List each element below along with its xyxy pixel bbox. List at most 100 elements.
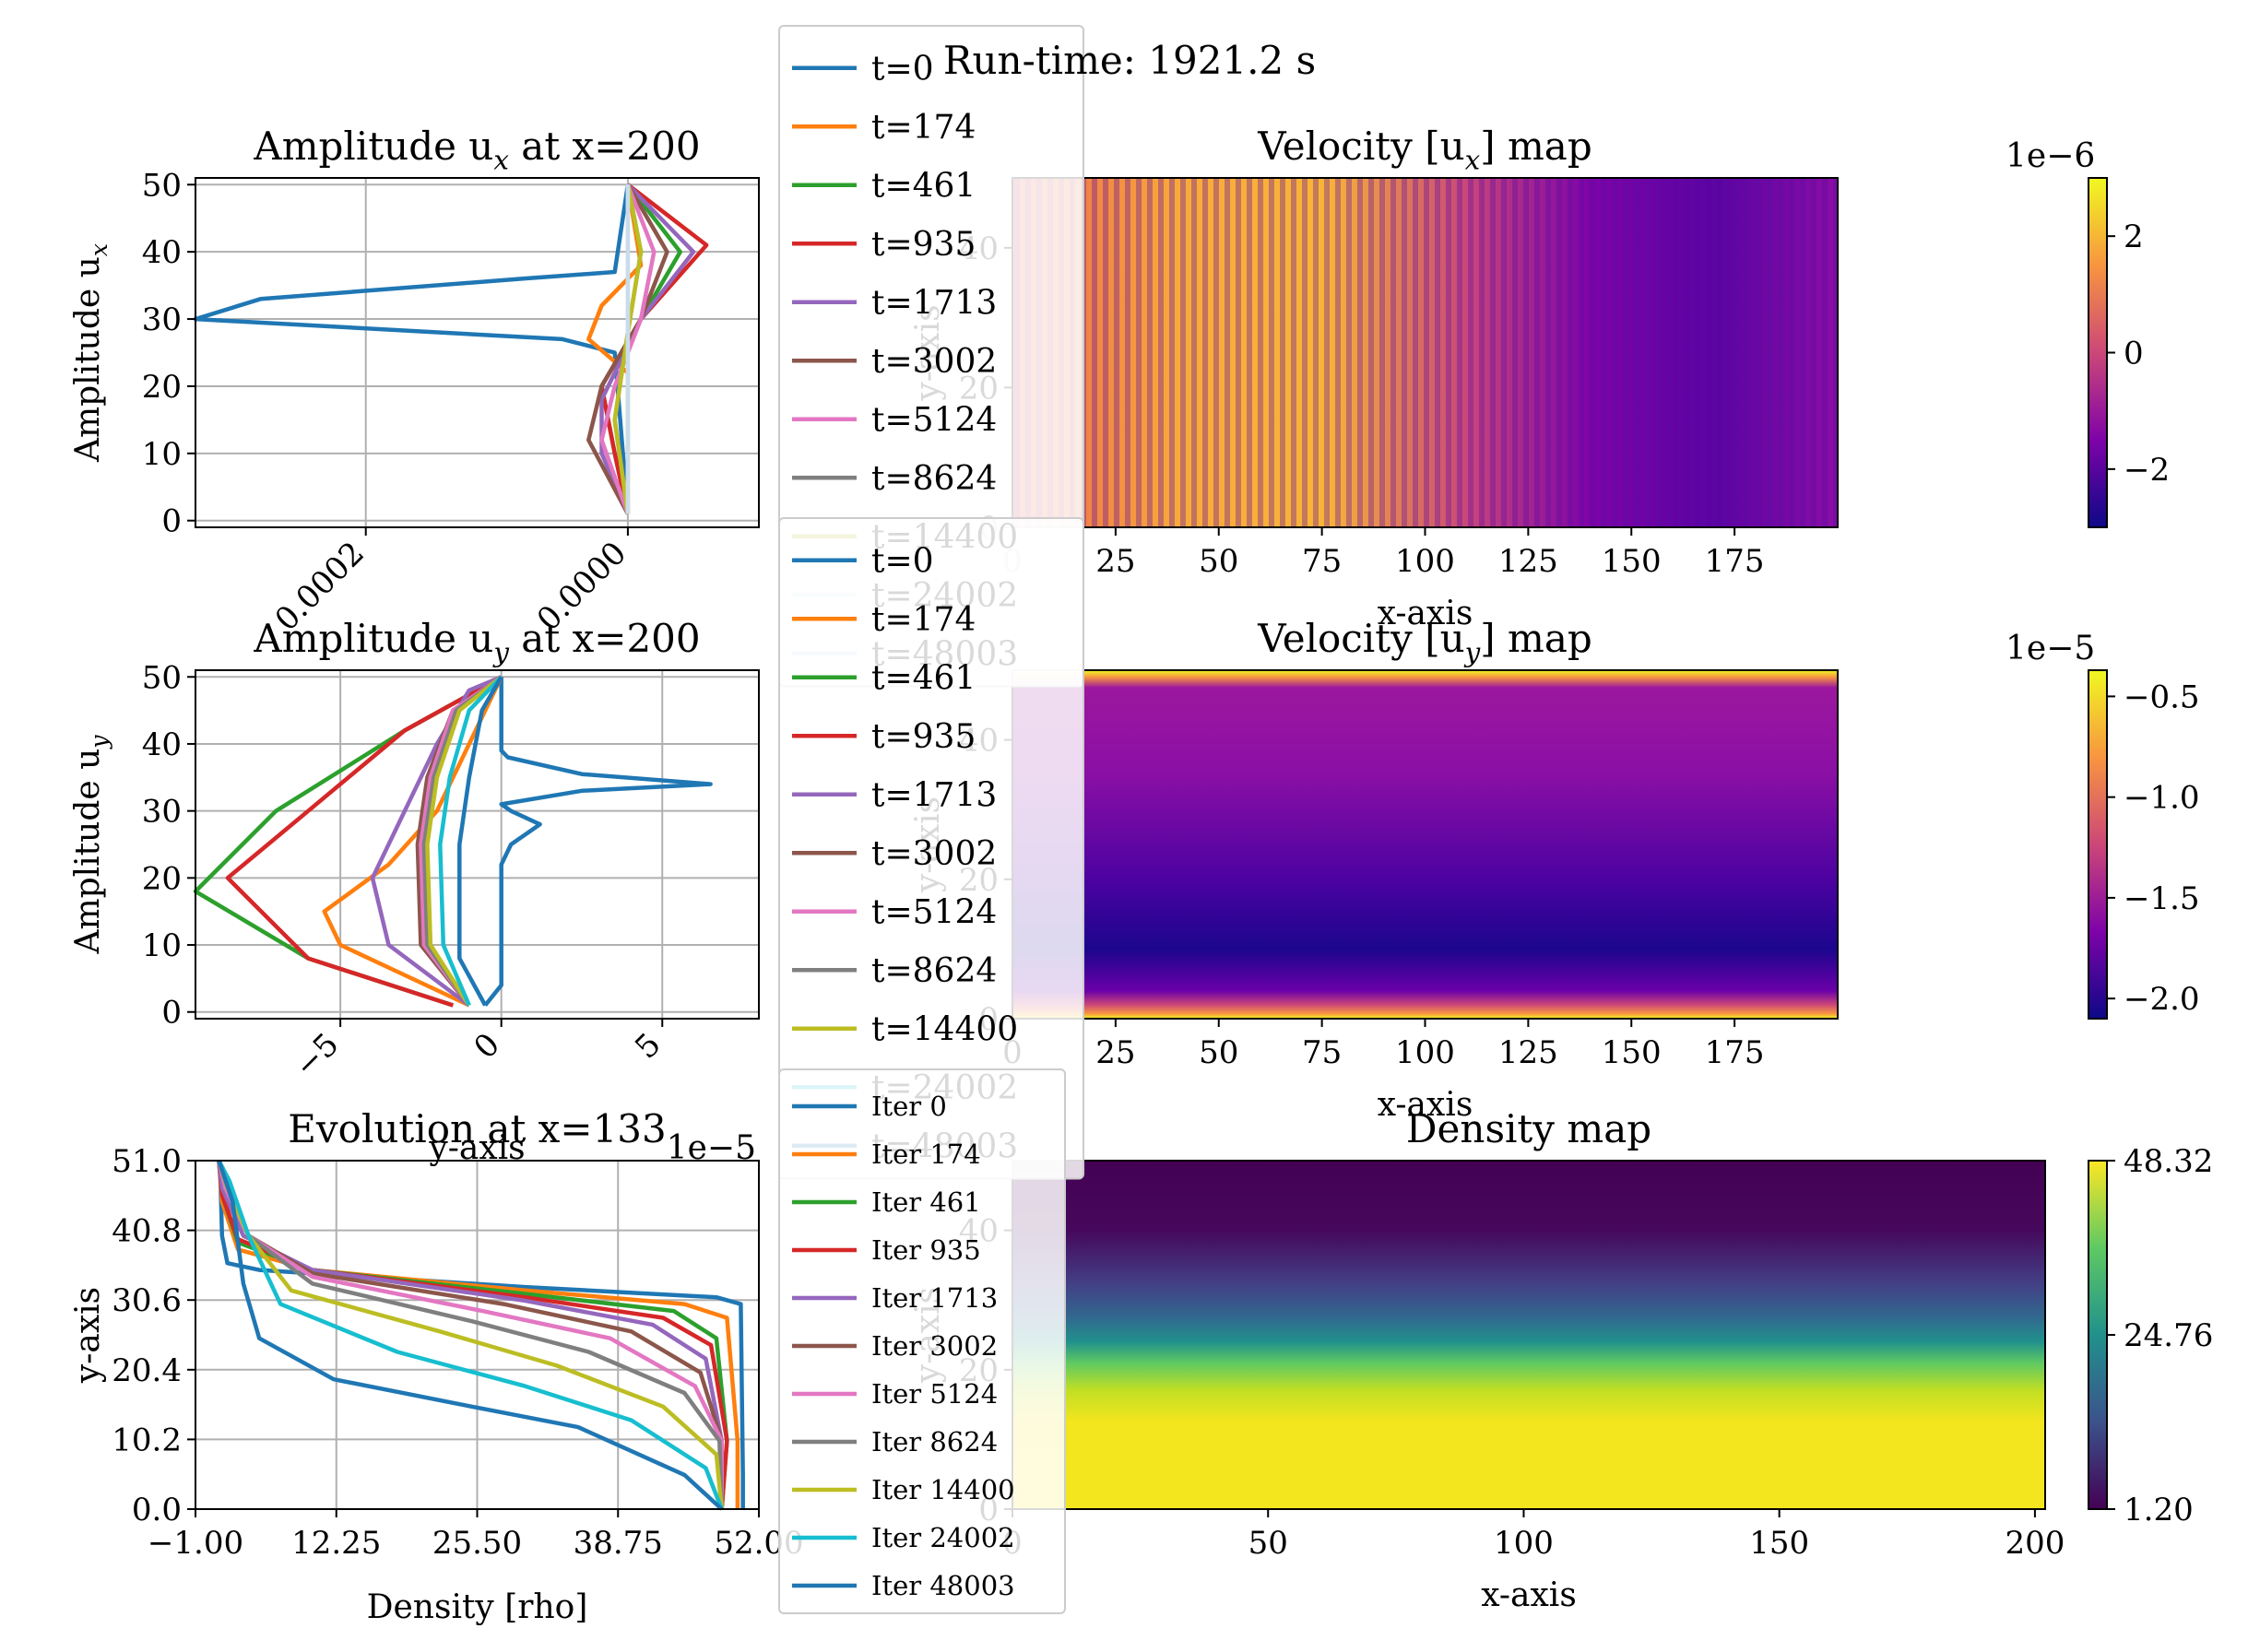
y-axis-label: Amplitude ux <box>69 243 112 463</box>
legend-label: t=3002 <box>871 835 997 873</box>
x-tick-label: 150 <box>1602 1034 1662 1071</box>
y-tick-label: 40 <box>142 234 182 271</box>
x-tick-label: 125 <box>1498 1034 1558 1071</box>
series-line <box>193 183 631 514</box>
chart-uy_profile: 0 10 20 30 40 50 −5 0 5 Amplitude uy at x=200 Ampl… <box>69 616 760 1167</box>
y-tick-label: 0.0 <box>132 1492 182 1528</box>
legend-label: t=174 <box>871 601 976 639</box>
legend-label: Iter 24002 <box>871 1522 1015 1553</box>
chart-title: Amplitude ux at x=200 <box>253 124 700 176</box>
series-line <box>457 676 503 1007</box>
x-tick-label: 50 <box>1248 1525 1288 1562</box>
series-line <box>218 1160 745 1509</box>
chart-uy_map: 025507510012515017502040Velocity [uy] ma… <box>909 616 2200 1124</box>
x-tick-label: 75 <box>1302 543 1342 580</box>
y-axis-label: Amplitude uy <box>69 735 112 955</box>
y-tick-label: 20 <box>142 369 182 406</box>
series-line <box>425 675 503 1007</box>
series-line <box>217 1160 740 1509</box>
x-tick-label: 25 <box>1095 1034 1135 1071</box>
legend-label: t=8624 <box>871 460 997 498</box>
x-tick-label: 12.25 <box>291 1525 381 1562</box>
y-tick-label: 0 <box>161 503 182 540</box>
colorbar-tick-label: 0 <box>2124 336 2144 372</box>
colorbar-multiplier: 1e−5 <box>2006 630 2095 667</box>
series-line <box>217 1160 724 1511</box>
x-tick-label: 175 <box>1705 1034 1765 1071</box>
legend-label: t=14400 <box>871 1010 1018 1048</box>
chart-title: Amplitude uy at x=200 <box>253 616 700 668</box>
series-line <box>599 183 682 514</box>
plot-frame <box>195 669 760 1020</box>
x-tick-label: 150 <box>1602 543 1662 580</box>
legend-label: t=935 <box>871 226 976 264</box>
legend-label: Iter 0 <box>871 1091 947 1122</box>
y-tick-label: 50 <box>142 659 182 696</box>
x-tick-label: 50 <box>1199 543 1238 580</box>
series-line <box>438 675 503 1007</box>
series-line <box>599 183 696 515</box>
x-axis-label: x-axis <box>1481 1576 1577 1614</box>
x-tick-label: −1.00 <box>148 1525 243 1562</box>
y-tick-label: 20 <box>142 860 182 897</box>
legend-label: t=1713 <box>871 776 997 814</box>
heatmap-field <box>1012 670 1838 1019</box>
chart-title: Velocity [ux] map <box>1257 124 1591 176</box>
y-tick-label: 51.0 <box>112 1143 182 1180</box>
x-tick-label: −5 <box>288 1026 347 1085</box>
legend-label: t=0 <box>871 50 934 88</box>
series-line <box>586 183 669 515</box>
chart-title: Density map <box>1406 1106 1651 1151</box>
legend-label: t=935 <box>871 718 976 756</box>
legend-label: Iter 935 <box>871 1234 981 1266</box>
series-line <box>370 675 503 1008</box>
legend-label: Iter 174 <box>871 1139 981 1170</box>
legend-box <box>778 1068 1066 1614</box>
chart-title: Evolution at x=133 <box>288 1106 666 1151</box>
legend-label: t=174 <box>871 109 976 147</box>
x-tick-label: 100 <box>1395 1034 1455 1071</box>
x-axis-label: x-axis <box>1378 595 1473 632</box>
legend-label: t=8624 <box>871 952 997 990</box>
colorbar <box>2088 177 2108 528</box>
legend-density-profile: Iter 0 Iter 174 Iter 461 Iter 935 Iter 1713 I… <box>778 1068 1066 1614</box>
legend-label: t=5124 <box>871 401 997 439</box>
legend-label: t=1713 <box>871 284 997 322</box>
chart-density_map: 05010015020002040Density mapx-axisy-axis… <box>909 1106 2213 1614</box>
series-line <box>217 1160 729 1510</box>
x-tick-label: 175 <box>1705 543 1765 580</box>
figure-suptitle: Run-time: 1921.2 s <box>943 38 1316 83</box>
series-line <box>217 1160 729 1510</box>
legend-label: t=0 <box>871 542 934 580</box>
series-line <box>483 677 713 1007</box>
y-tick-label: 20.4 <box>112 1352 182 1389</box>
series-line <box>599 183 709 514</box>
series-line <box>217 1160 724 1509</box>
y-tick-label: 10.2 <box>112 1422 182 1458</box>
colorbar-tick-label: −1.0 <box>2124 780 2200 817</box>
chart-density_profile: 0.0 10.2 20.4 30.6 40.8 51.0 −1.00 12.25 25.50 38… <box>69 1106 804 1626</box>
y-tick-label: 0 <box>161 995 182 1032</box>
x-axis-label: Density [rho] <box>367 1588 588 1626</box>
heatmap-stripes <box>1012 178 1838 527</box>
x-tick-label: 100 <box>1494 1525 1554 1562</box>
series-line <box>225 675 503 1008</box>
x-tick-label: 25.50 <box>432 1525 522 1562</box>
plot-frame <box>195 177 760 528</box>
legend-label: t=461 <box>871 167 976 205</box>
y-tick-label: 10 <box>142 927 182 964</box>
colorbar-tick-label: −2 <box>2124 452 2170 489</box>
legend-label: t=5124 <box>871 893 997 931</box>
x-tick-label: 50 <box>1199 1034 1238 1071</box>
y-tick-label: 30 <box>142 794 182 831</box>
colorbar <box>2088 669 2108 1020</box>
legend-label: Iter 5124 <box>871 1378 998 1410</box>
colorbar-tick-label: 1.20 <box>2124 1492 2194 1528</box>
legend-label: t=461 <box>871 659 976 697</box>
colorbar-tick-label: 48.32 <box>2124 1143 2213 1180</box>
y-tick-label: 40 <box>142 726 182 763</box>
chart-title: Velocity [uy] map <box>1257 616 1592 668</box>
colorbar-tick-label: 24.76 <box>2124 1317 2213 1354</box>
